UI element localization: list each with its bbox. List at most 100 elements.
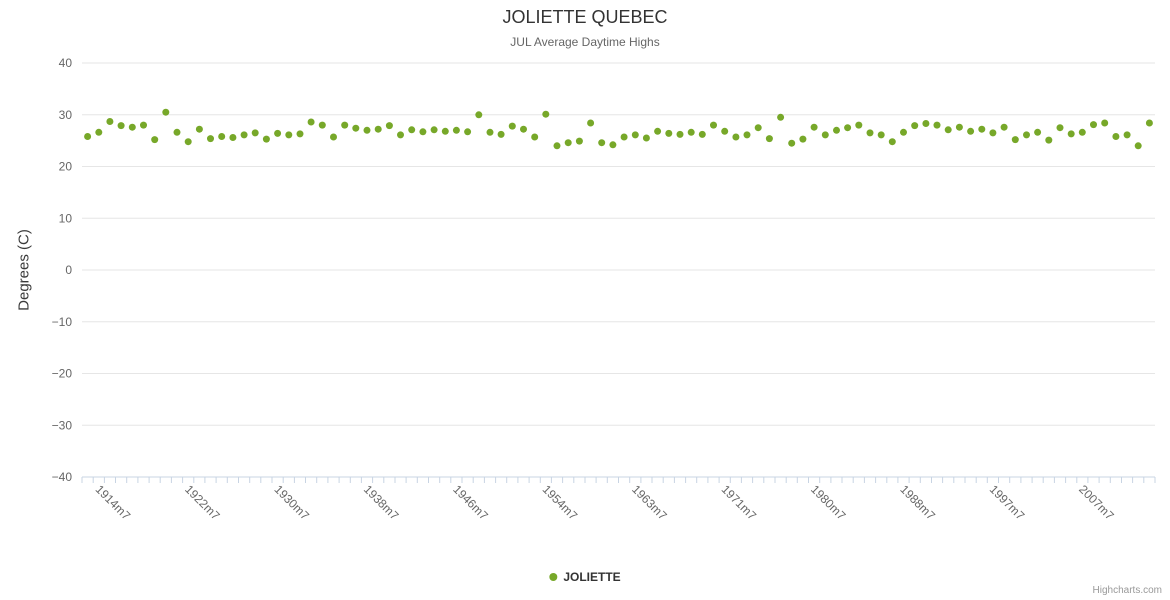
data-point[interactable] <box>833 126 840 134</box>
data-point[interactable] <box>989 129 997 137</box>
data-point[interactable] <box>609 141 617 149</box>
data-point[interactable] <box>497 130 505 138</box>
data-point[interactable] <box>240 131 248 139</box>
data-point[interactable] <box>821 131 829 139</box>
data-point[interactable] <box>374 125 382 133</box>
data-point[interactable] <box>207 135 214 143</box>
data-point[interactable] <box>95 128 103 136</box>
data-point[interactable] <box>1023 131 1030 139</box>
data-point[interactable] <box>721 127 729 135</box>
legend-item[interactable]: JOLIETTE <box>549 570 621 584</box>
data-point[interactable] <box>1011 136 1019 144</box>
data-point[interactable] <box>229 134 237 141</box>
data-point[interactable] <box>620 133 628 141</box>
data-point[interactable] <box>318 121 326 129</box>
data-point[interactable] <box>408 126 416 134</box>
data-point[interactable] <box>84 133 92 140</box>
data-point[interactable] <box>888 138 896 146</box>
data-point[interactable] <box>788 139 796 147</box>
data-point[interactable] <box>587 119 595 127</box>
data-point[interactable] <box>654 127 662 135</box>
data-point[interactable] <box>1145 119 1153 127</box>
data-point[interactable] <box>877 131 885 139</box>
data-point[interactable] <box>866 129 874 137</box>
data-point[interactable] <box>330 133 337 141</box>
x-axis-ticks <box>81 477 1156 483</box>
data-point[interactable] <box>430 126 438 134</box>
data-point[interactable] <box>486 128 494 136</box>
data-point[interactable] <box>710 121 717 129</box>
data-point[interactable] <box>285 131 293 139</box>
data-point[interactable] <box>184 138 192 146</box>
data-point[interactable] <box>978 125 986 133</box>
data-point[interactable] <box>732 133 740 141</box>
data-point[interactable] <box>575 137 583 145</box>
data-point[interactable] <box>553 142 561 150</box>
data-point[interactable] <box>352 124 360 132</box>
data-point[interactable] <box>564 139 572 147</box>
data-point[interactable] <box>520 125 527 133</box>
data-point[interactable] <box>307 118 315 126</box>
data-point[interactable] <box>296 130 304 138</box>
data-point[interactable] <box>251 129 259 137</box>
data-point[interactable] <box>1045 136 1053 144</box>
data-point[interactable] <box>452 126 460 134</box>
credits-link[interactable]: Highcharts.com <box>1092 585 1162 596</box>
data-point[interactable] <box>777 113 785 121</box>
data-point[interactable] <box>754 124 762 132</box>
data-point[interactable] <box>642 134 650 142</box>
data-point[interactable] <box>162 108 170 116</box>
data-point[interactable] <box>531 133 539 141</box>
data-point[interactable] <box>140 121 147 129</box>
data-point[interactable] <box>1123 131 1131 139</box>
data-point[interactable] <box>106 118 114 125</box>
data-point[interactable] <box>464 128 472 136</box>
data-point[interactable] <box>944 126 952 134</box>
data-point[interactable] <box>598 139 606 147</box>
data-point[interactable] <box>1101 119 1109 127</box>
data-point[interactable] <box>855 121 863 129</box>
data-point[interactable] <box>1078 128 1086 136</box>
data-point[interactable] <box>1134 142 1142 150</box>
data-point[interactable] <box>1034 128 1042 136</box>
data-point[interactable] <box>397 131 404 139</box>
data-point[interactable] <box>967 127 975 135</box>
data-point[interactable] <box>117 122 125 130</box>
data-point[interactable] <box>363 126 371 134</box>
data-point[interactable] <box>1056 124 1064 132</box>
data-point[interactable] <box>385 122 393 130</box>
data-point[interactable] <box>810 123 818 131</box>
data-point[interactable] <box>676 130 684 138</box>
data-point[interactable] <box>1112 133 1120 140</box>
data-point[interactable] <box>665 129 673 137</box>
data-point[interactable] <box>274 129 282 137</box>
data-point[interactable] <box>419 128 427 136</box>
data-point[interactable] <box>1000 123 1008 131</box>
data-point[interactable] <box>1067 130 1075 138</box>
data-point[interactable] <box>218 133 226 140</box>
data-point[interactable] <box>922 120 930 127</box>
data-point[interactable] <box>1090 121 1097 129</box>
data-point[interactable] <box>542 110 550 118</box>
data-point[interactable] <box>173 128 181 136</box>
data-point[interactable] <box>911 122 919 130</box>
data-point[interactable] <box>743 131 751 139</box>
data-point[interactable] <box>508 122 516 130</box>
data-point[interactable] <box>151 136 159 144</box>
data-point[interactable] <box>765 135 773 143</box>
data-point[interactable] <box>631 131 639 139</box>
data-point[interactable] <box>195 125 203 133</box>
data-point[interactable] <box>128 123 136 131</box>
data-point[interactable] <box>900 128 907 136</box>
data-point[interactable] <box>698 130 706 138</box>
data-point[interactable] <box>844 124 852 132</box>
data-point[interactable] <box>262 135 270 143</box>
data-point[interactable] <box>475 111 483 119</box>
data-point[interactable] <box>799 135 807 143</box>
data-point[interactable] <box>341 121 349 129</box>
data-point[interactable] <box>687 128 695 136</box>
data-point[interactable] <box>955 123 963 131</box>
data-point[interactable] <box>441 127 449 135</box>
data-point[interactable] <box>933 121 941 129</box>
